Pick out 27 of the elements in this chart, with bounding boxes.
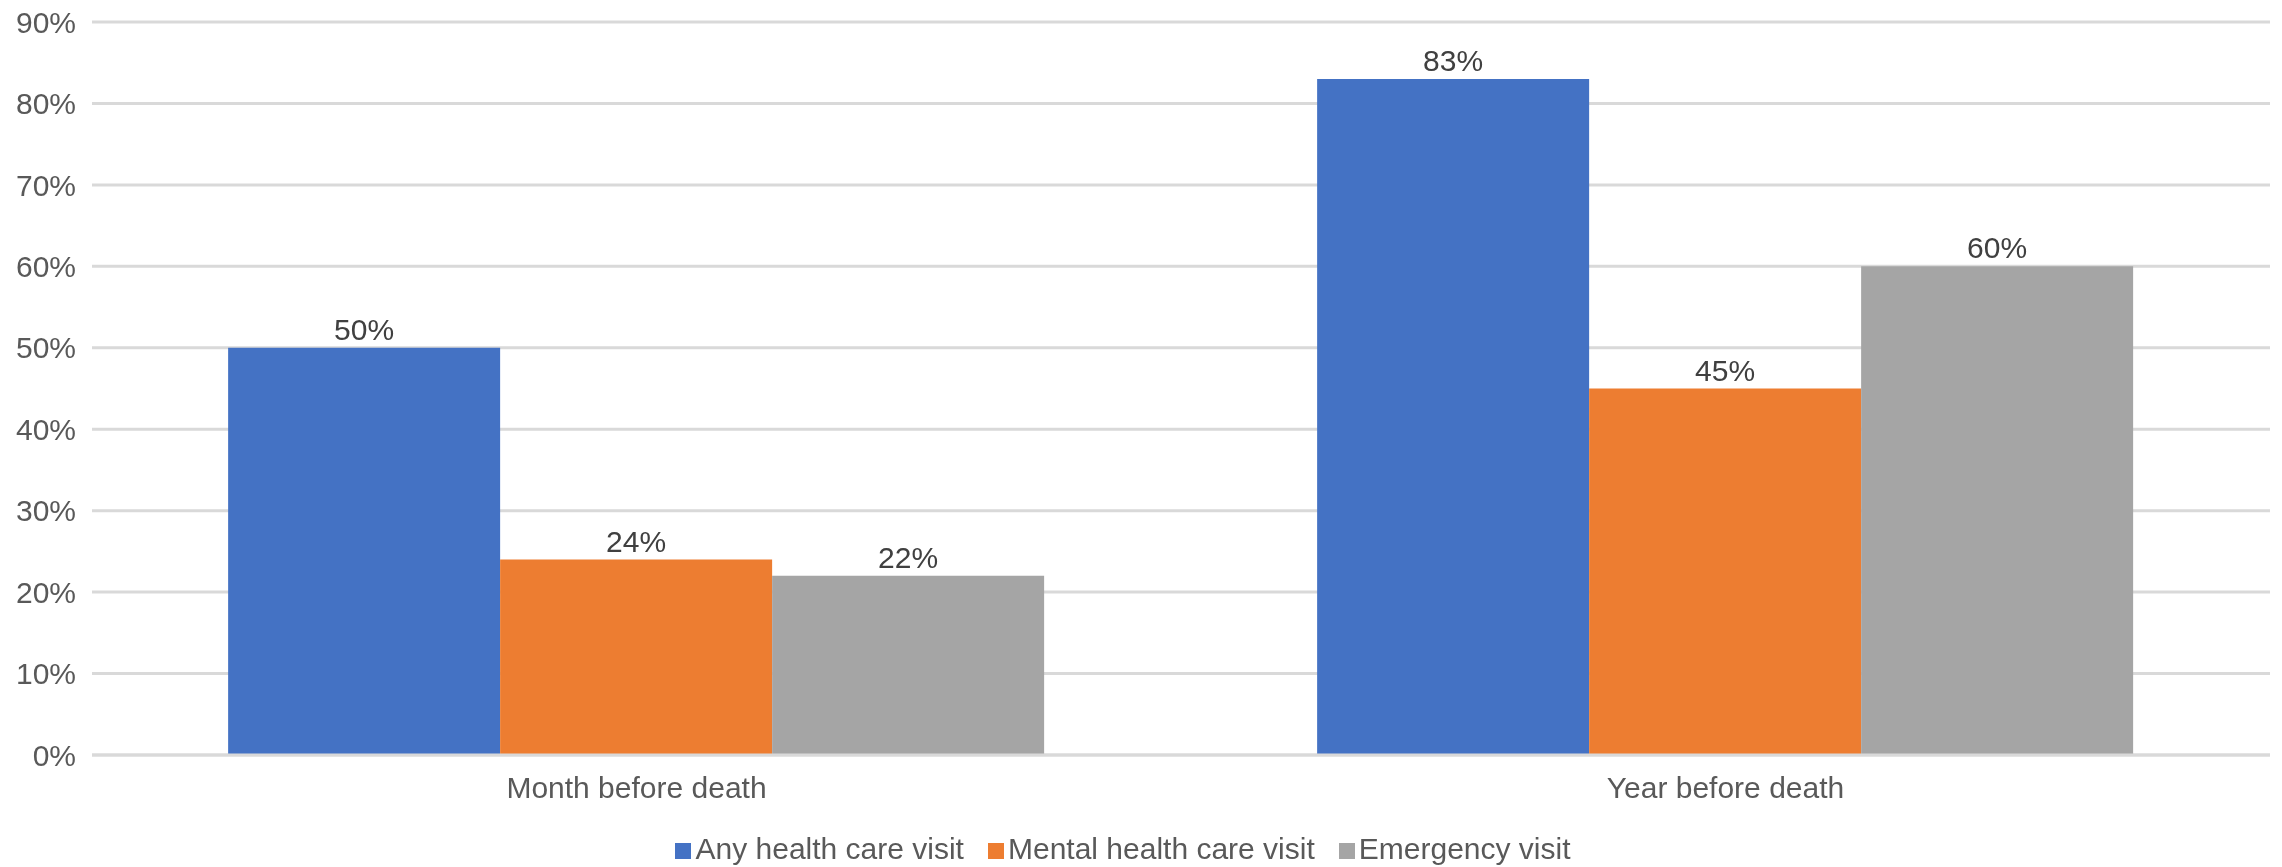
- legend-label: Emergency visit: [1358, 832, 1571, 865]
- legend-label: Mental health care visit: [1007, 832, 1315, 865]
- bar: [772, 575, 1045, 755]
- data-label: 83%: [1423, 44, 1484, 78]
- y-tick-label: 0%: [32, 738, 76, 772]
- y-tick-label: 40%: [15, 412, 76, 446]
- bar: [1317, 79, 1590, 755]
- legend-label: Any health care visit: [695, 832, 964, 865]
- y-tick-label: 90%: [15, 5, 76, 39]
- bar: [1589, 388, 1862, 755]
- x-tick-label: Year before death: [1606, 771, 1845, 805]
- data-label: 60%: [1967, 231, 2028, 265]
- data-label: 24%: [606, 524, 667, 558]
- bar: [228, 347, 501, 755]
- bar: [1861, 266, 2134, 755]
- data-label: 50%: [334, 312, 395, 346]
- data-label: 22%: [878, 540, 939, 574]
- y-tick-label: 70%: [15, 168, 76, 202]
- y-tick-label: 80%: [15, 87, 76, 121]
- bar: [500, 559, 773, 755]
- y-tick-label: 60%: [15, 249, 76, 283]
- x-tick-label: Month before death: [506, 771, 767, 805]
- y-tick-label: 30%: [15, 494, 76, 528]
- y-tick-label: 50%: [15, 331, 76, 365]
- y-tick-label: 20%: [15, 575, 76, 609]
- y-tick-label: 10%: [15, 657, 76, 691]
- data-label: 45%: [1695, 353, 1756, 387]
